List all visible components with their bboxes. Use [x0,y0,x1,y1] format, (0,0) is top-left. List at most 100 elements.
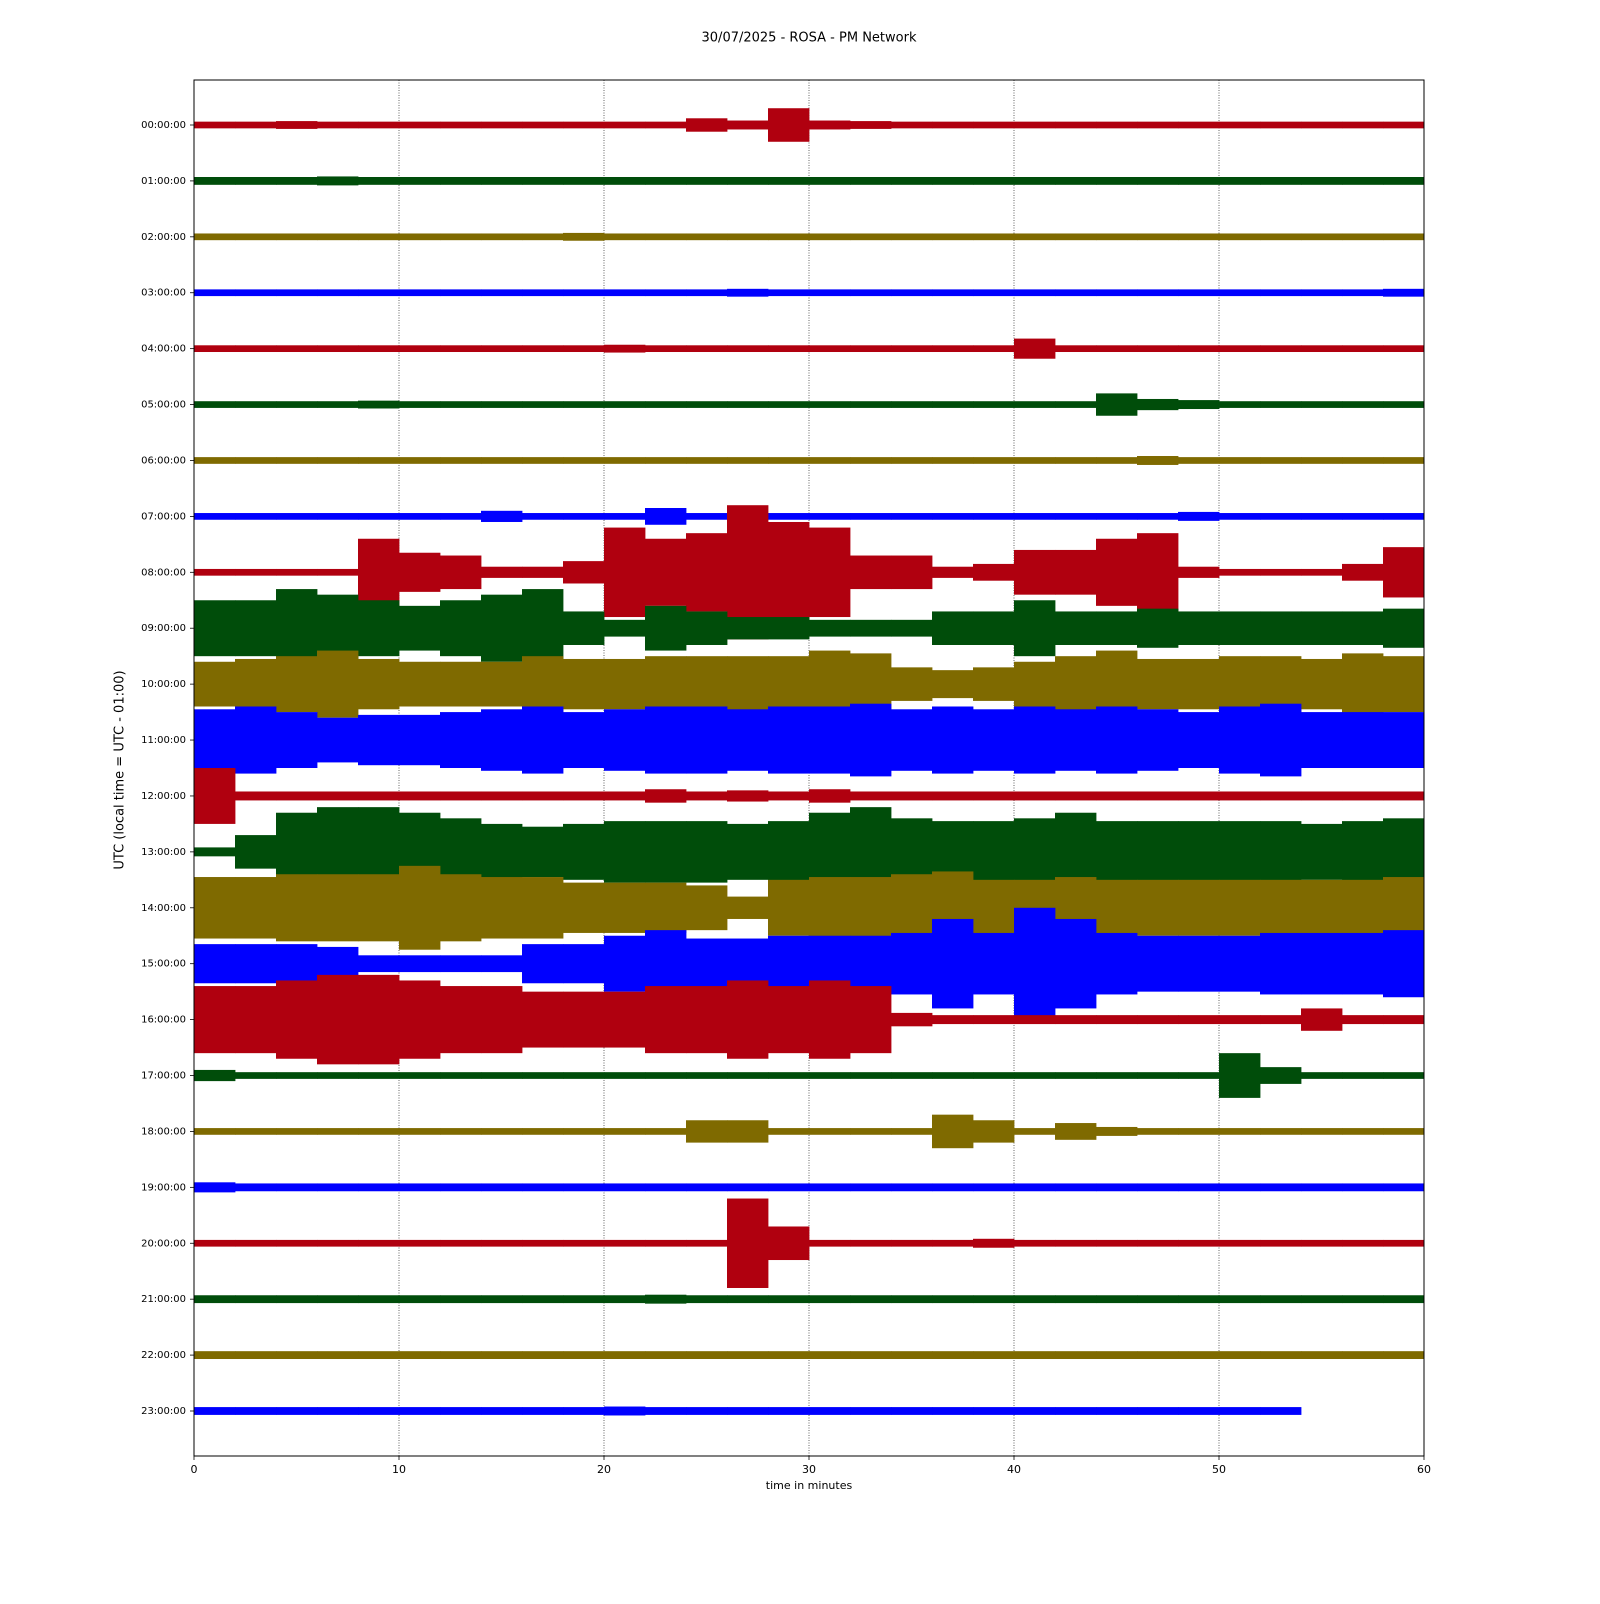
trace-segment [235,791,277,801]
trace-segment [1055,918,1097,1009]
trace-segment [809,650,851,718]
y-tick-label: 10:00:00 [141,679,186,690]
trace-segment [973,1072,1015,1079]
trace-segment [1342,457,1384,464]
trace-segment [481,1183,523,1192]
trace-segment [235,233,277,241]
trace-segment [645,289,687,297]
trace-segment [1096,538,1138,606]
trace-segment [276,791,318,801]
trace-segment [1096,121,1138,129]
trace-segment [358,176,400,185]
trace-segment [645,538,687,606]
trace-segment [1137,121,1179,129]
trace-segment [235,176,277,185]
trace-segment [276,1128,318,1135]
trace-segment [604,709,646,771]
y-tick-label: 03:00:00 [141,288,186,299]
y-tick-label: 05:00:00 [141,400,186,411]
trace-segment [1014,706,1056,774]
trace-segment [235,1351,277,1360]
trace-segment [1342,401,1384,408]
trace-segment [276,457,318,464]
trace-segment [440,121,482,129]
y-tick-label: 22:00:00 [141,1350,186,1361]
trace-segment [1219,706,1261,774]
trace-segment [440,289,482,297]
trace-segment [809,1072,851,1079]
trace-segment [563,345,605,353]
trace-segment [194,661,236,707]
trace-segment [358,1128,400,1135]
trace-segment [522,991,564,1048]
trace-segment [768,706,810,774]
trace-segment [1301,1128,1343,1135]
trace-segment [399,661,441,707]
trace-segment [768,1128,810,1135]
trace-segment [317,1239,359,1247]
trace-segment [1260,1067,1302,1084]
trace-segment [850,1183,892,1192]
trace-segment [1383,1183,1425,1192]
trace-segment [891,513,933,520]
trace-segment [1055,457,1097,464]
trace-segment [727,457,769,464]
y-tick-label: 02:00:00 [141,232,186,243]
trace-segment [399,552,441,592]
trace-segment [563,401,605,408]
trace-segment [1014,1128,1056,1135]
trace-segment [235,457,277,464]
trace-segment [1137,233,1179,241]
trace-segment [1096,650,1138,718]
trace-segment [235,513,277,520]
trace-segment [973,457,1015,464]
trace-segment [522,345,564,353]
trace-segment [276,980,318,1059]
y-tick-label: 15:00:00 [141,959,186,970]
trace-segment [1137,821,1179,883]
trace-segment [1137,1407,1179,1415]
trace-segment [1055,1123,1097,1140]
trace-segment [481,401,523,408]
trace-segment [645,345,687,353]
x-tick-label: 50 [1212,1463,1226,1476]
trace-segment [1137,345,1179,353]
trace-segment [440,600,482,657]
trace-segment [1178,400,1220,410]
trace-segment [358,1295,400,1304]
trace-segment [604,121,646,129]
trace-segment [768,233,810,241]
trace-segment [604,513,646,520]
trace-segment [358,289,400,297]
trace-segment [1096,1295,1138,1304]
trace-segment [1219,935,1261,992]
trace-segment [809,289,851,297]
trace-segment [194,944,236,984]
trace-segment [604,1183,646,1192]
trace-segment [809,1351,851,1360]
trace-segment [235,706,277,774]
trace-segment [1260,1351,1302,1360]
trace-segment [194,768,236,824]
trace-segment [317,233,359,241]
trace-segment [522,1239,564,1247]
trace-segment [1260,1407,1302,1415]
trace-segment [399,176,441,185]
trace-segment [768,986,810,1054]
trace-segment [973,932,1015,995]
trace-segment [768,656,810,713]
trace-segment [276,712,318,768]
trace-segment [358,400,400,409]
trace-segment [727,980,769,1059]
trace-segment [481,121,523,129]
trace-segment [563,823,605,880]
trace-segment [563,1407,605,1415]
trace-segment [973,879,1015,936]
trace-segment [1014,600,1056,657]
trace-segment [686,345,728,353]
trace-segment [481,510,523,522]
trace-segment [522,656,564,713]
trace-segment [932,345,974,353]
trace-segment [1178,1183,1220,1192]
trace-segment [1301,1351,1343,1360]
